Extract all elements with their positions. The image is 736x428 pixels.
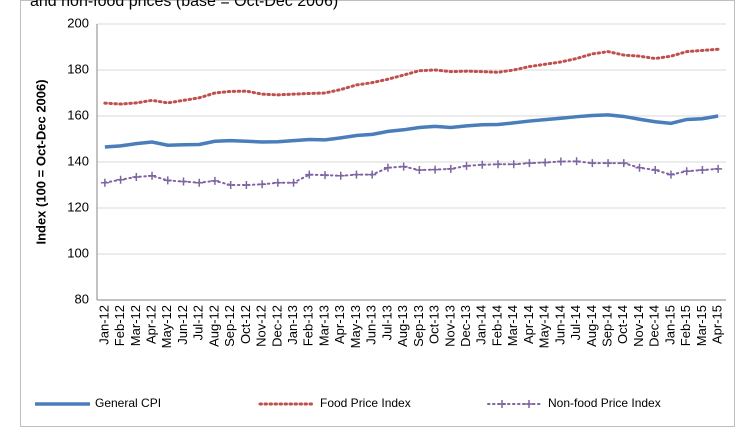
y-tick-label: 160: [67, 107, 89, 122]
x-tick-label: Aug-12: [206, 305, 221, 347]
point-marker: [273, 178, 282, 187]
y-tick-label: 120: [67, 199, 89, 214]
x-tick-label: Jan-13: [285, 305, 300, 345]
point-marker: [116, 175, 125, 184]
chart-frame: [20, 0, 735, 427]
point-marker: [132, 172, 141, 181]
point-marker: [258, 180, 267, 189]
x-tick-label: Feb-13: [301, 305, 316, 346]
point-marker: [352, 170, 361, 179]
x-tick-label: Jun-12: [175, 305, 190, 345]
point-marker: [399, 162, 408, 171]
x-tick-label: Sep-13: [411, 305, 426, 347]
chart-title: and non-food prices (base = Oct-Dec 2006…: [30, 0, 338, 10]
point-marker: [179, 177, 188, 186]
y-tick-label: 140: [67, 153, 89, 168]
point-marker: [604, 159, 613, 168]
point-marker: [588, 159, 597, 168]
x-tick-label: Sep-12: [222, 305, 237, 347]
x-tick-label: Nov-13: [442, 305, 457, 347]
point-marker: [195, 178, 204, 187]
point-marker: [100, 178, 109, 187]
x-tick-label: Mar-13: [316, 305, 331, 346]
y-tick-label: 80: [75, 291, 89, 306]
y-tick-label: 100: [67, 245, 89, 260]
y-tick-label: 180: [67, 61, 89, 76]
x-tick-label: Mar-14: [505, 305, 520, 346]
y-tick-label: 200: [67, 15, 89, 30]
x-tick-label: Jan-14: [474, 305, 489, 345]
x-tick-label: Mar-15: [694, 305, 709, 346]
point-marker: [619, 159, 628, 168]
series-line: [103, 47, 720, 106]
point-marker: [321, 171, 330, 180]
legend-marker: [525, 400, 533, 408]
x-tick-label: Jan-15: [662, 305, 677, 345]
point-marker: [541, 158, 550, 167]
point-marker: [368, 170, 377, 179]
legend-label: Food Price Index: [320, 396, 411, 410]
point-marker: [431, 165, 440, 174]
x-tick-label: Dec-14: [647, 305, 662, 347]
x-tick-label: Feb-12: [112, 305, 127, 346]
x-tick-label: Oct-14: [615, 305, 630, 344]
x-tick-label: Apr-13: [332, 305, 347, 344]
x-tick-label: Sep-14: [600, 305, 615, 347]
y-axis-label: Index (100 = Oct-Dec 2006): [33, 79, 48, 244]
point-marker: [289, 178, 298, 187]
point-marker: [226, 181, 235, 189]
x-tick-label: Aug-13: [395, 305, 410, 347]
x-tick-label: May-14: [537, 305, 552, 348]
point-marker: [714, 164, 723, 173]
x-tick-label: Oct-12: [238, 305, 253, 344]
x-tick-label: Apr-14: [521, 305, 536, 344]
x-tick-label: Jun-13: [364, 305, 379, 345]
x-tick-label: Feb-14: [489, 305, 504, 346]
x-tick-label: Jul-12: [191, 305, 206, 340]
x-tick-label: Aug-14: [584, 305, 599, 347]
point-marker: [210, 176, 219, 185]
series-line: [103, 160, 720, 186]
point-marker: [305, 170, 314, 179]
point-marker: [572, 157, 581, 166]
point-marker: [415, 166, 424, 175]
point-marker: [163, 176, 172, 185]
point-marker: [462, 161, 471, 170]
legend-label: Non-food Price Index: [548, 396, 661, 410]
x-tick-label: Dec-12: [269, 305, 284, 347]
point-marker: [651, 166, 660, 175]
point-marker: [682, 167, 691, 176]
legend-marker: [498, 400, 506, 408]
x-tick-label: Feb-15: [678, 305, 693, 346]
point-marker: [525, 159, 534, 168]
x-tick-label: May-13: [348, 305, 363, 348]
point-marker: [446, 164, 455, 173]
x-tick-label: Jun-14: [552, 305, 567, 345]
x-tick-label: Nov-14: [631, 305, 646, 347]
point-marker: [556, 157, 565, 166]
x-tick-label: May-12: [159, 305, 174, 348]
x-tick-label: Apr-15: [710, 305, 725, 344]
x-tick-label: Jul-13: [379, 305, 394, 340]
legend-label: General CPI: [95, 396, 161, 410]
x-tick-label: Nov-12: [254, 305, 269, 347]
x-tick-label: Dec-13: [458, 305, 473, 347]
series-line: [104, 113, 719, 149]
point-marker: [148, 171, 157, 180]
point-marker: [336, 171, 345, 180]
x-tick-label: Apr-12: [143, 305, 158, 344]
point-marker: [493, 160, 502, 169]
point-marker: [698, 166, 707, 175]
x-tick-label: Jul-14: [568, 305, 583, 340]
x-tick-label: Jan-12: [96, 305, 111, 345]
point-marker: [478, 160, 487, 169]
point-marker: [666, 170, 675, 179]
x-tick-label: Oct-13: [427, 305, 442, 344]
point-marker: [242, 181, 251, 189]
x-tick-label: Mar-12: [128, 305, 143, 346]
point-marker: [635, 163, 644, 172]
point-marker: [383, 163, 392, 172]
point-marker: [509, 160, 518, 169]
